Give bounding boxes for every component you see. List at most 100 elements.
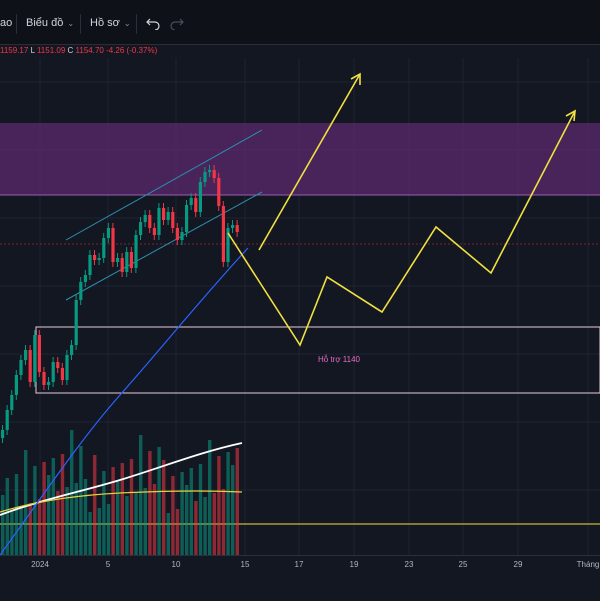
- projection-path-lower: [227, 110, 576, 347]
- candle: [194, 198, 198, 212]
- candle: [231, 225, 235, 228]
- ohlc-legend: 1159.17 L 1151.09 C 1154.70 -4.26 (-0.37…: [0, 46, 157, 55]
- volume-bar: [28, 503, 32, 555]
- volume-bar: [139, 435, 143, 555]
- toolbar-truncated-item[interactable]: ao: [0, 17, 13, 29]
- time-tick: 23: [404, 560, 414, 569]
- candle: [42, 372, 46, 385]
- volume-bar: [10, 511, 14, 555]
- time-tick: 15: [240, 560, 250, 569]
- volume-bar: [226, 452, 230, 555]
- channel-lower-line: [65, 191, 263, 301]
- projection-path-upper: [258, 73, 361, 251]
- chevron-down-icon: ⌄: [67, 19, 75, 28]
- candle: [14, 375, 18, 395]
- top-toolbar: ao Biểu đồ ⌄ Hồ sơ ⌄: [0, 0, 600, 45]
- candle: [198, 182, 202, 212]
- legend-low: 1151.09: [36, 46, 66, 55]
- volume-bar: [221, 489, 226, 555]
- volume-bar: [152, 484, 157, 555]
- chart-menu-button[interactable]: Biểu đồ ⌄: [26, 17, 74, 29]
- candle: [139, 222, 143, 235]
- candle: [134, 235, 138, 268]
- candle: [65, 355, 69, 380]
- candle: [97, 258, 101, 260]
- toolbar-divider: [136, 14, 137, 34]
- candle: [125, 252, 129, 272]
- volume-bar: [175, 509, 180, 555]
- volume-bar: [106, 504, 111, 555]
- profile-menu-button[interactable]: Hồ sơ ⌄: [90, 17, 131, 29]
- candle: [102, 238, 106, 258]
- projection-arrowhead-upper: [350, 72, 361, 85]
- volume-bar: [111, 467, 115, 555]
- candle: [24, 350, 28, 360]
- volume-bar: [1, 495, 5, 555]
- candle: [203, 172, 207, 182]
- volume-bar: [37, 499, 42, 555]
- candle: [180, 232, 184, 240]
- legend-close-prefix: C: [67, 46, 74, 55]
- volume-bar: [88, 512, 92, 555]
- chart-menu-label: Biểu đồ: [26, 17, 64, 29]
- legend-high: 1159.17: [0, 46, 29, 55]
- toolbar-divider: [16, 14, 17, 34]
- candle: [157, 208, 161, 235]
- candle: [221, 206, 225, 262]
- candle: [19, 360, 23, 375]
- candle: [166, 212, 170, 220]
- volume-bar: [5, 478, 9, 555]
- volume-bar: [14, 474, 19, 555]
- volume-bar: [162, 460, 166, 555]
- volume-bar: [212, 493, 216, 555]
- candle: [129, 252, 133, 268]
- volume-bar: [42, 462, 46, 555]
- redo-icon[interactable]: [170, 16, 184, 35]
- candle: [5, 410, 9, 430]
- toolbar-divider: [80, 14, 81, 34]
- volume-bar: [134, 492, 138, 555]
- time-tick: 17: [294, 560, 304, 569]
- candle: [70, 345, 74, 355]
- candle: [47, 382, 51, 385]
- volume-bar: [180, 472, 184, 555]
- candle: [162, 208, 166, 220]
- price-chart[interactable]: [0, 58, 600, 555]
- candle: [171, 212, 175, 228]
- candle: [111, 228, 115, 262]
- volume-bar: [93, 455, 97, 555]
- volume-bar: [198, 464, 203, 555]
- candle: [56, 362, 60, 368]
- volume-bar: [24, 450, 28, 555]
- time-axis: 2024 5 10 15 17 19 23 25 29 Tháng: [0, 555, 600, 601]
- volume-bar: [102, 471, 106, 555]
- legend-close: 1154.70: [75, 46, 104, 55]
- candle: [212, 170, 216, 178]
- candle: [116, 258, 120, 262]
- time-tick: Tháng: [576, 560, 600, 569]
- candle: [185, 205, 189, 232]
- volume-bar: [208, 440, 212, 555]
- candle: [79, 282, 83, 300]
- candle: [152, 228, 156, 235]
- candle: [51, 362, 55, 382]
- candle: [33, 335, 37, 382]
- volume-bar: [60, 454, 65, 555]
- volume-bar: [83, 479, 88, 555]
- candlesticks: [1, 165, 239, 443]
- volume-bar: [79, 446, 83, 555]
- volume-bar: [185, 485, 189, 555]
- time-tick: 10: [171, 560, 181, 569]
- volume-bar: [33, 466, 37, 555]
- channel-upper-line: [65, 129, 263, 241]
- volume-bar: [143, 488, 147, 555]
- candle: [37, 335, 41, 372]
- volume-bar: [65, 487, 69, 555]
- candle: [217, 178, 221, 206]
- time-tick: 19: [349, 560, 359, 569]
- moving-average-line: [0, 247, 249, 555]
- volume-bar: [56, 491, 60, 555]
- candle: [189, 198, 193, 205]
- volume-bar: [51, 458, 55, 555]
- undo-icon[interactable]: [146, 16, 160, 35]
